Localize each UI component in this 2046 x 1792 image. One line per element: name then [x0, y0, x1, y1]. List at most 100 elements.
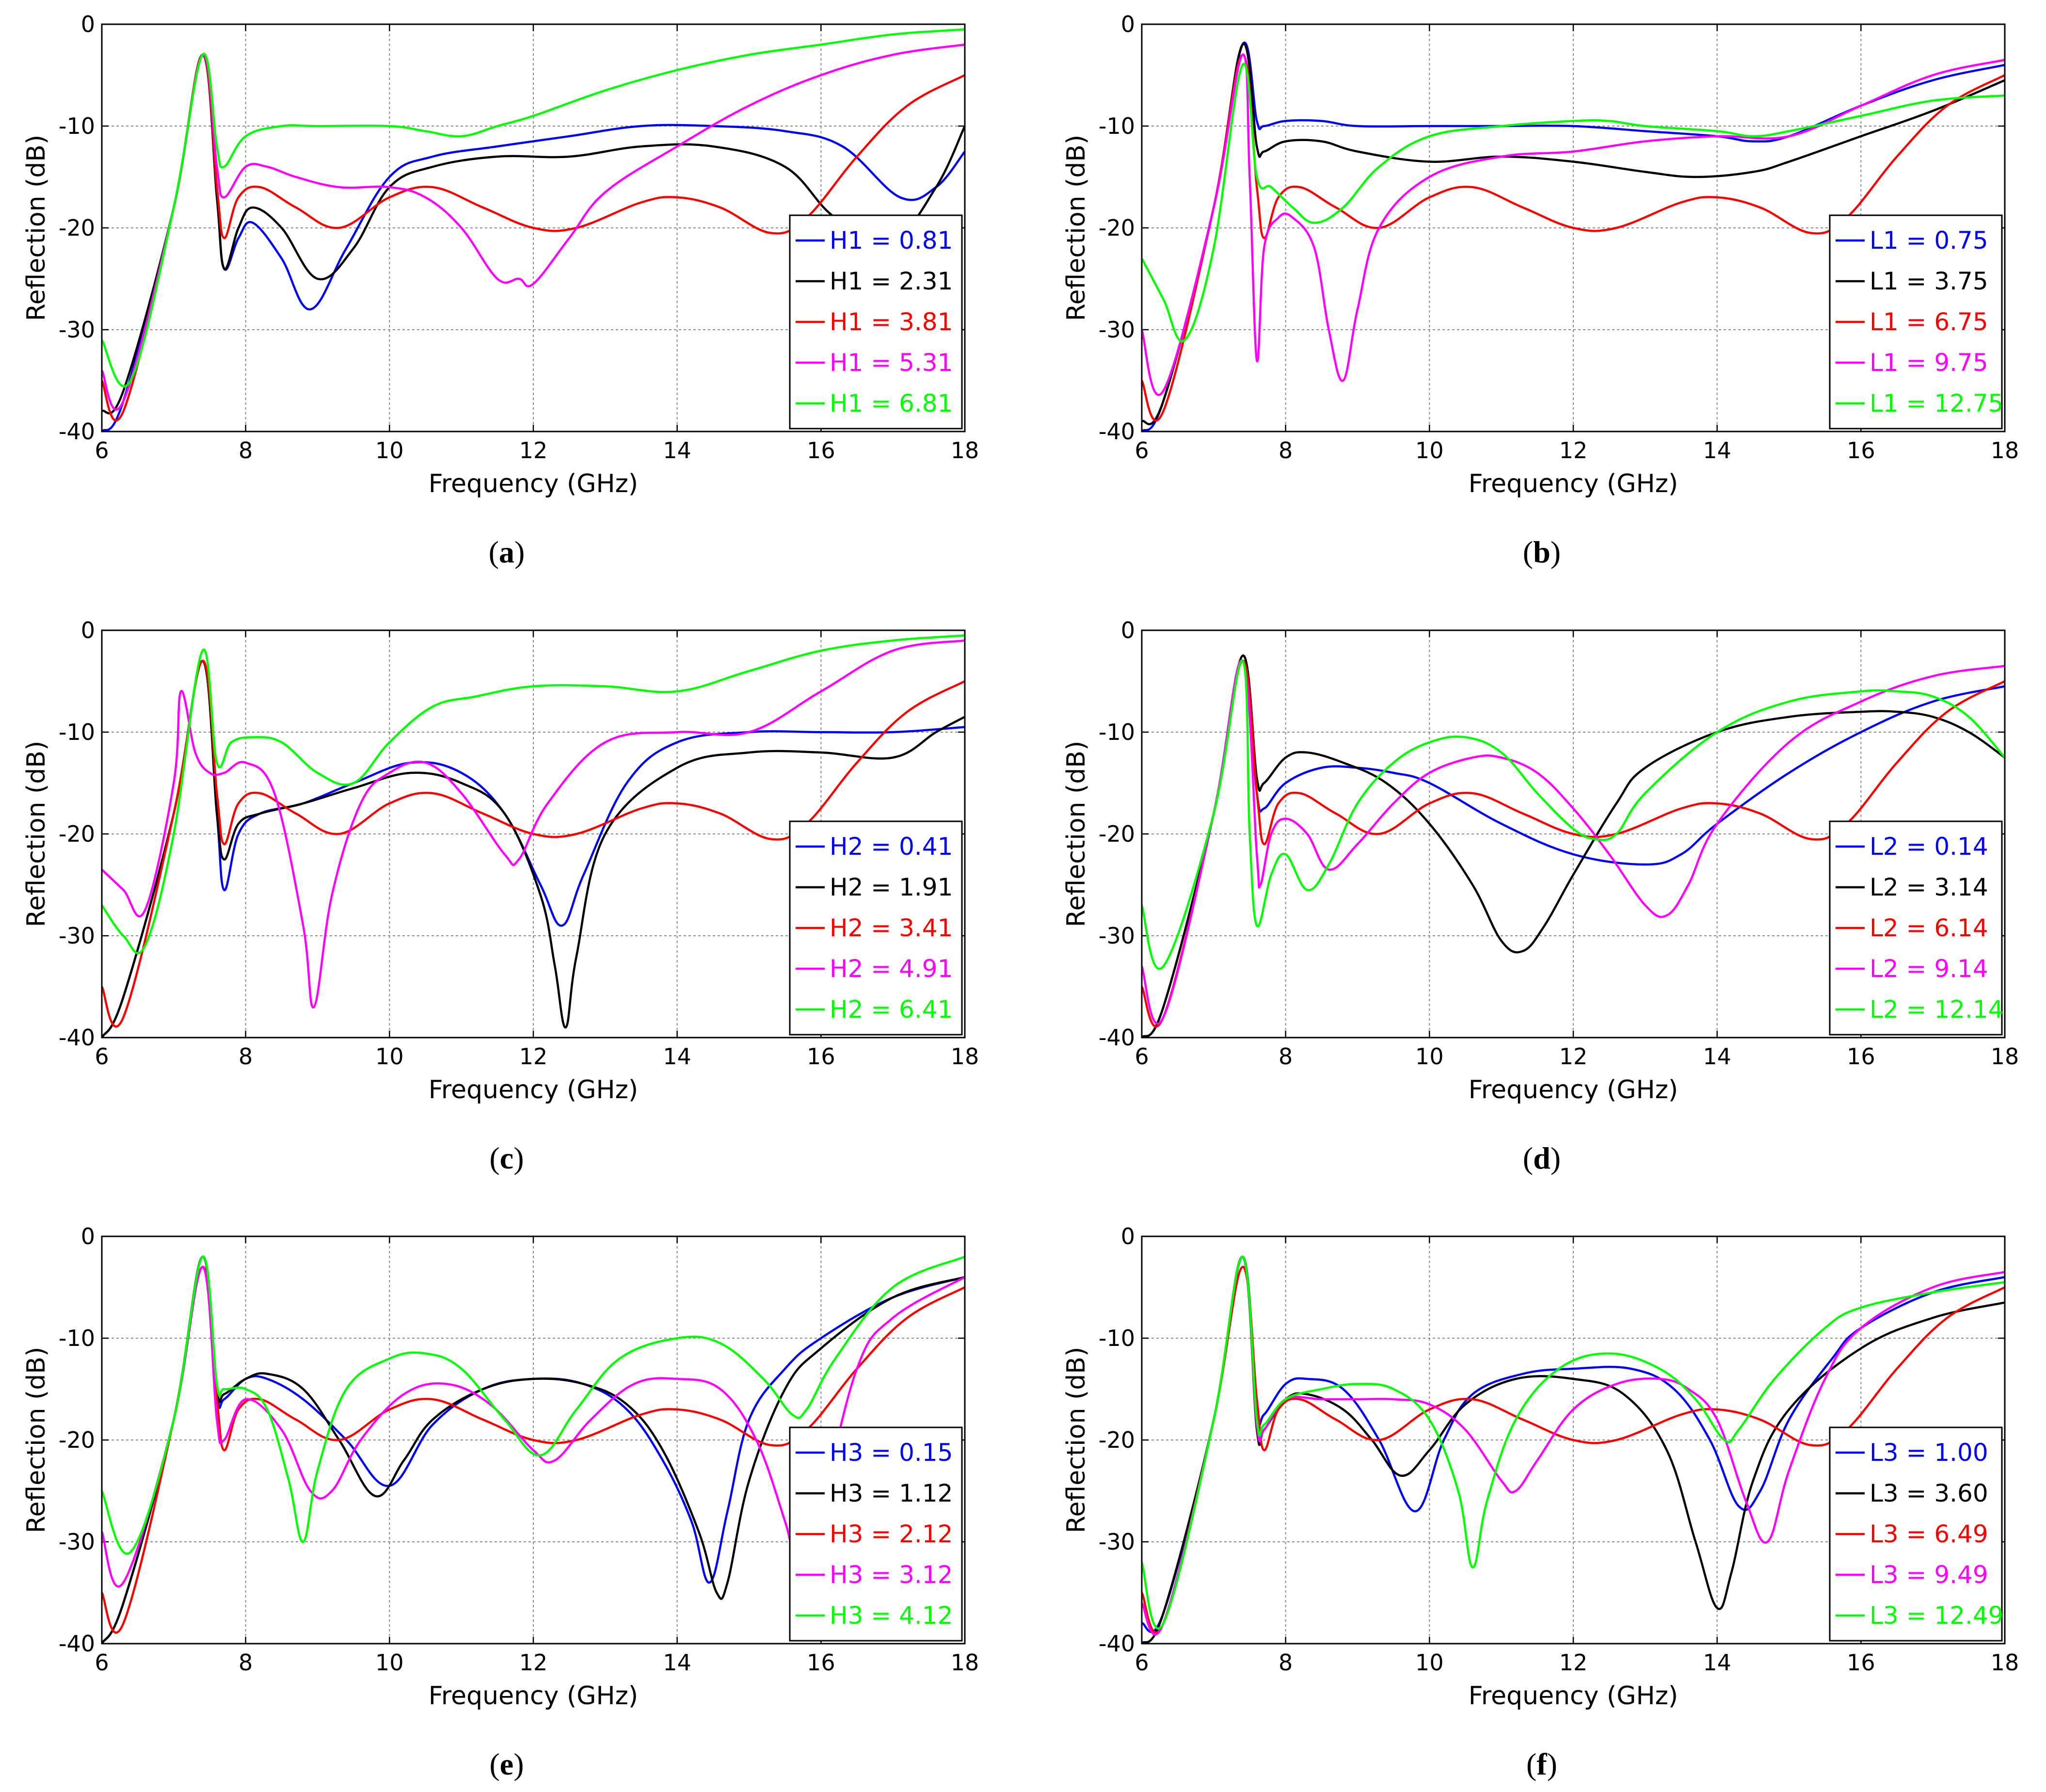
legend-label: L1 = 3.75 — [1870, 267, 1988, 295]
x-axis-label: Frequency (GHz) — [1469, 1075, 1678, 1104]
legend-label: H2 = 0.41 — [830, 832, 953, 861]
y-tick-label: -20 — [59, 821, 95, 847]
legend-label: H1 = 3.81 — [830, 308, 953, 336]
y-tick-label: -40 — [1099, 1631, 1135, 1657]
y-tick-label: -10 — [1099, 1325, 1135, 1351]
x-tick-label: 14 — [1703, 1649, 1731, 1676]
legend-label: H1 = 2.31 — [830, 267, 953, 295]
x-tick-label: 16 — [1847, 437, 1875, 464]
legend-label: H1 = 5.31 — [830, 349, 953, 377]
y-tick-label: -20 — [1099, 821, 1135, 847]
legend-label: L3 = 6.49 — [1870, 1520, 1988, 1548]
y-tick-label: 0 — [81, 1223, 95, 1249]
legend-label: L2 = 12.14 — [1870, 995, 2004, 1024]
legend-label: H3 = 1.12 — [830, 1479, 953, 1507]
y-tick-label: -20 — [59, 215, 95, 241]
plot-a: 6 8 10 12 14 16 18 0 -10 -20 -30 -40 Frequency (GHz)… — [22, 11, 979, 498]
series-line-5 — [1142, 63, 2005, 343]
legend: L1 = 0.75 L1 = 3.75 L1 = 6.75 L1 = 9.75 L1 =… — [1829, 214, 2004, 430]
legend: H2 = 0.41 H2 = 1.91 H2 = 3.41 H2 = 4.91 H2 =… — [789, 820, 963, 1036]
x-tick-label: 10 — [375, 1043, 404, 1070]
x-tick-label: 8 — [1279, 1649, 1293, 1676]
legend-label: L1 = 6.75 — [1870, 308, 1988, 336]
x-tick-label: 18 — [1991, 1649, 2019, 1676]
y-tick-label: -30 — [59, 1529, 95, 1555]
y-tick-label: -30 — [59, 923, 95, 949]
plot-frame — [101, 629, 966, 1039]
x-tick-label: 10 — [1415, 1649, 1444, 1676]
legend-label: H2 = 6.41 — [830, 995, 953, 1024]
x-tick-label: 14 — [663, 437, 691, 464]
x-tick-label: 10 — [375, 1649, 404, 1676]
plot-e: 6 8 10 12 14 16 18 0 -10 -20 -30 -40 Frequency (GHz)… — [22, 1223, 979, 1711]
x-tick-label: 18 — [951, 1649, 979, 1676]
x-tick-label: 6 — [1135, 437, 1149, 464]
plot-frame — [1141, 629, 2006, 1039]
panel-c: 6 8 10 12 14 16 18 0 -10 -20 -30 -40 Frequency (GHz)… — [22, 617, 979, 1175]
y-tick-label: -10 — [1099, 113, 1135, 139]
caption-f: (f) — [1526, 1747, 1557, 1781]
legend-label: L3 = 1.00 — [1870, 1439, 1988, 1467]
plot-frame — [101, 23, 966, 432]
series-group — [1142, 655, 2005, 1038]
legend-label: H2 = 1.91 — [830, 873, 953, 901]
legend-label: L1 = 12.75 — [1870, 389, 2004, 417]
legend-label: H2 = 4.91 — [830, 955, 953, 983]
caption-a: (a) — [489, 535, 525, 569]
series-line-4 — [102, 639, 965, 1009]
legend: H1 = 0.81 H1 = 2.31 H1 = 3.81 H1 = 5.31 H1 =… — [789, 214, 963, 430]
y-tick-label: -10 — [1099, 719, 1135, 745]
plot-b: 6 8 10 12 14 16 18 0 -10 -20 -30 -40 Frequency (GHz)… — [1062, 11, 2019, 498]
panel-a: 6 8 10 12 14 16 18 0 -10 -20 -30 -40 Frequency (GHz)… — [22, 11, 979, 569]
x-tick-label: 6 — [95, 1649, 109, 1676]
plot-frame — [1141, 23, 2006, 432]
y-axis-label: Reflection (dB) — [1062, 1347, 1091, 1534]
x-tick-label: 6 — [1135, 1649, 1149, 1676]
caption-c: (c) — [489, 1141, 524, 1175]
legend-label: H1 = 0.81 — [830, 226, 953, 255]
x-tick-label: 10 — [1415, 1043, 1444, 1070]
y-tick-label: -40 — [1099, 1024, 1135, 1051]
series-line-5 — [102, 634, 965, 955]
x-tick-label: 18 — [1991, 1043, 2019, 1070]
series-line-5 — [1142, 1255, 2005, 1630]
x-tick-label: 12 — [519, 1043, 548, 1070]
series-line-5 — [102, 28, 965, 387]
x-tick-label: 10 — [1415, 437, 1444, 464]
series-group — [1142, 1255, 2005, 1644]
x-tick-label: 14 — [663, 1649, 691, 1676]
panel-e: 6 8 10 12 14 16 18 0 -10 -20 -30 -40 Frequency (GHz)… — [22, 1223, 979, 1781]
x-tick-label: 6 — [95, 437, 109, 464]
y-tick-label: -30 — [1099, 1529, 1135, 1555]
y-tick-label: -10 — [59, 719, 95, 745]
x-tick-label: 6 — [1135, 1043, 1149, 1070]
legend-label: H1 = 6.81 — [830, 389, 953, 417]
y-tick-label: -40 — [59, 418, 95, 445]
y-tick-label: 0 — [1121, 11, 1135, 37]
y-tick-label: -20 — [1099, 1427, 1135, 1453]
plot-frame — [101, 1235, 966, 1645]
y-tick-label: -10 — [59, 1325, 95, 1351]
x-tick-label: 14 — [1703, 437, 1731, 464]
series-group — [102, 28, 965, 432]
legend: L2 = 0.14 L2 = 3.14 L2 = 6.14 L2 = 9.14 L2 =… — [1829, 820, 2004, 1036]
x-tick-label: 12 — [1559, 437, 1588, 464]
plot-c: 6 8 10 12 14 16 18 0 -10 -20 -30 -40 Frequency (GHz)… — [22, 617, 979, 1104]
x-tick-label: 6 — [95, 1043, 109, 1070]
x-axis-label: Frequency (GHz) — [429, 469, 638, 498]
legend-label: L2 = 3.14 — [1870, 873, 1988, 901]
x-tick-label: 16 — [807, 1649, 835, 1676]
series-group — [102, 634, 965, 1038]
y-tick-label: -30 — [1099, 923, 1135, 949]
series-line-3 — [1142, 1265, 2005, 1634]
y-tick-label: -30 — [59, 317, 95, 343]
x-tick-label: 18 — [951, 1043, 979, 1070]
panel-f: 6 8 10 12 14 16 18 0 -10 -20 -30 -40 Frequency (GHz)… — [1062, 1223, 2019, 1781]
legend-label: L3 = 9.49 — [1870, 1561, 1988, 1589]
x-tick-label: 8 — [239, 1043, 253, 1070]
plot-frame — [1141, 1235, 2006, 1645]
y-tick-label: -10 — [59, 113, 95, 139]
panel-b: 6 8 10 12 14 16 18 0 -10 -20 -30 -40 Frequency (GHz)… — [1062, 11, 2019, 569]
x-axis-label: Frequency (GHz) — [1469, 469, 1678, 498]
